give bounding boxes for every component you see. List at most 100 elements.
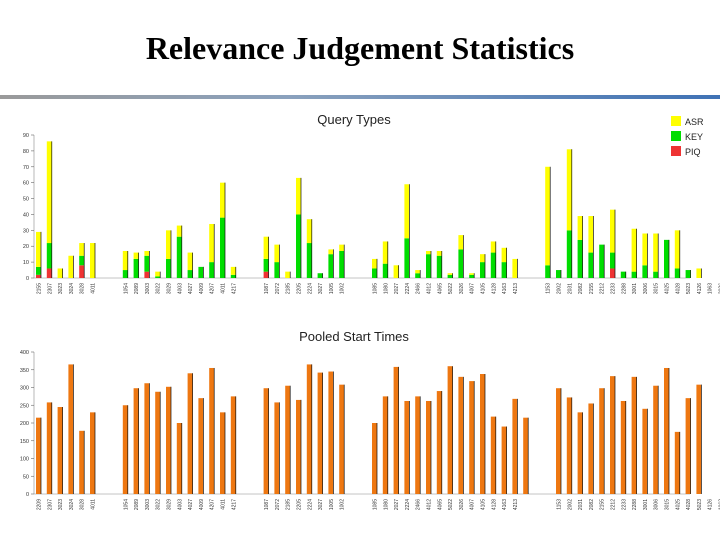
y-tick-label: 30 bbox=[23, 228, 29, 234]
bar-asr bbox=[285, 271, 291, 278]
x-tick-label: 2466 bbox=[416, 499, 422, 510]
bar-asr bbox=[274, 244, 280, 263]
y-tick-label: 40 bbox=[23, 212, 29, 218]
y-tick-label: 350 bbox=[20, 368, 29, 374]
x-tick-label: 2224 bbox=[405, 499, 411, 510]
bar-piq bbox=[79, 265, 85, 278]
bar-key bbox=[155, 276, 161, 278]
y-tick-label: 400 bbox=[20, 350, 29, 356]
bar-asr bbox=[415, 270, 421, 274]
bar bbox=[79, 430, 85, 494]
bar bbox=[415, 396, 421, 494]
bar-asr bbox=[447, 273, 453, 275]
x-tick-label: 4009 bbox=[199, 499, 205, 510]
y-tick-label: 0 bbox=[26, 276, 29, 282]
x-tick-label: 2027 bbox=[394, 499, 400, 510]
bar bbox=[674, 431, 680, 494]
bar-key bbox=[415, 273, 421, 278]
bar bbox=[144, 383, 150, 494]
bar bbox=[176, 423, 182, 494]
x-tick-label: 1002 bbox=[340, 499, 346, 510]
x-tick-label: 1005 bbox=[329, 283, 335, 294]
bar-asr bbox=[176, 225, 182, 237]
x-tick-label: 4207 bbox=[210, 499, 216, 510]
bar-key bbox=[436, 255, 442, 278]
bar bbox=[372, 423, 377, 494]
bar-key bbox=[685, 270, 691, 278]
bar-asr bbox=[133, 252, 139, 259]
bar-asr bbox=[209, 223, 215, 263]
bar bbox=[166, 386, 171, 494]
y-tick-label: 10 bbox=[23, 260, 29, 266]
x-tick-label: 4027 bbox=[188, 283, 194, 294]
x-tick-label: 4011 bbox=[221, 283, 227, 294]
bar-key bbox=[263, 258, 269, 272]
bar-key bbox=[166, 258, 171, 278]
chart-title: Query Types bbox=[317, 112, 391, 127]
x-tick-label: 2224 bbox=[405, 283, 411, 294]
bar bbox=[198, 398, 204, 494]
bar-asr bbox=[480, 254, 485, 263]
bar-asr bbox=[328, 249, 334, 255]
bar-asr bbox=[166, 230, 171, 259]
bar-asr bbox=[674, 230, 680, 269]
x-tick-label: 2205 bbox=[297, 283, 303, 294]
x-tick-label: 2089 bbox=[134, 283, 140, 294]
x-tick-label: 1087 bbox=[264, 283, 270, 294]
x-tick-label: 2155 bbox=[600, 499, 606, 510]
bar-asr bbox=[404, 184, 410, 239]
bar-key bbox=[296, 214, 301, 278]
y-tick-label: 60 bbox=[23, 181, 29, 187]
x-tick-label: 4126 bbox=[708, 499, 714, 510]
bar-asr bbox=[490, 241, 496, 253]
bar-key bbox=[209, 262, 215, 278]
bar-key bbox=[664, 239, 669, 278]
bar-asr bbox=[426, 250, 431, 255]
x-tick-label: 2307 bbox=[47, 499, 53, 510]
bar-key bbox=[144, 255, 150, 272]
x-tick-label: 3024 bbox=[69, 283, 75, 294]
bar-asr bbox=[436, 250, 442, 256]
y-tick-label: 50 bbox=[23, 474, 29, 480]
bar bbox=[577, 412, 583, 494]
bar bbox=[68, 364, 74, 494]
bar bbox=[447, 366, 453, 494]
x-tick-label: 4009 bbox=[199, 283, 205, 294]
x-tick-label: 4028 bbox=[675, 283, 681, 294]
x-tick-label: 2224 bbox=[307, 283, 313, 294]
bar-key bbox=[46, 243, 52, 269]
bar-key bbox=[556, 270, 561, 278]
bar bbox=[328, 371, 334, 494]
bar-key bbox=[230, 274, 236, 278]
bar-asr bbox=[220, 182, 225, 218]
y-tick-label: 80 bbox=[23, 149, 29, 155]
y-tick-label: 20 bbox=[23, 244, 29, 250]
bar-key bbox=[599, 244, 605, 278]
bar bbox=[490, 416, 496, 494]
x-tick-label: 1080 bbox=[383, 283, 389, 294]
bar bbox=[610, 376, 615, 494]
bar-key bbox=[588, 252, 594, 278]
bar bbox=[436, 391, 442, 494]
x-tick-label: 1087 bbox=[264, 499, 270, 510]
x-tick-label: 2466 bbox=[416, 283, 422, 294]
x-tick-label: 5022 bbox=[448, 499, 454, 510]
bar-asr bbox=[653, 233, 659, 272]
bar-piq bbox=[46, 268, 52, 278]
x-tick-label: 2233 bbox=[611, 283, 617, 294]
bar bbox=[285, 385, 291, 494]
x-tick-label: 1063 bbox=[719, 499, 720, 510]
x-tick-label: 3015 bbox=[665, 499, 671, 510]
bar bbox=[57, 407, 63, 494]
bar bbox=[685, 398, 691, 494]
x-tick-label: 3023 bbox=[58, 499, 64, 510]
bar-asr bbox=[382, 241, 388, 264]
bar bbox=[512, 398, 518, 494]
y-tick-label: 0 bbox=[26, 492, 29, 498]
bar-asr bbox=[545, 166, 551, 266]
x-tick-label: 3015 bbox=[654, 283, 660, 294]
x-tick-label: 4003 bbox=[177, 499, 183, 510]
bar bbox=[664, 367, 669, 494]
bar-asr bbox=[46, 141, 52, 244]
x-tick-label: 3026 bbox=[459, 283, 465, 294]
